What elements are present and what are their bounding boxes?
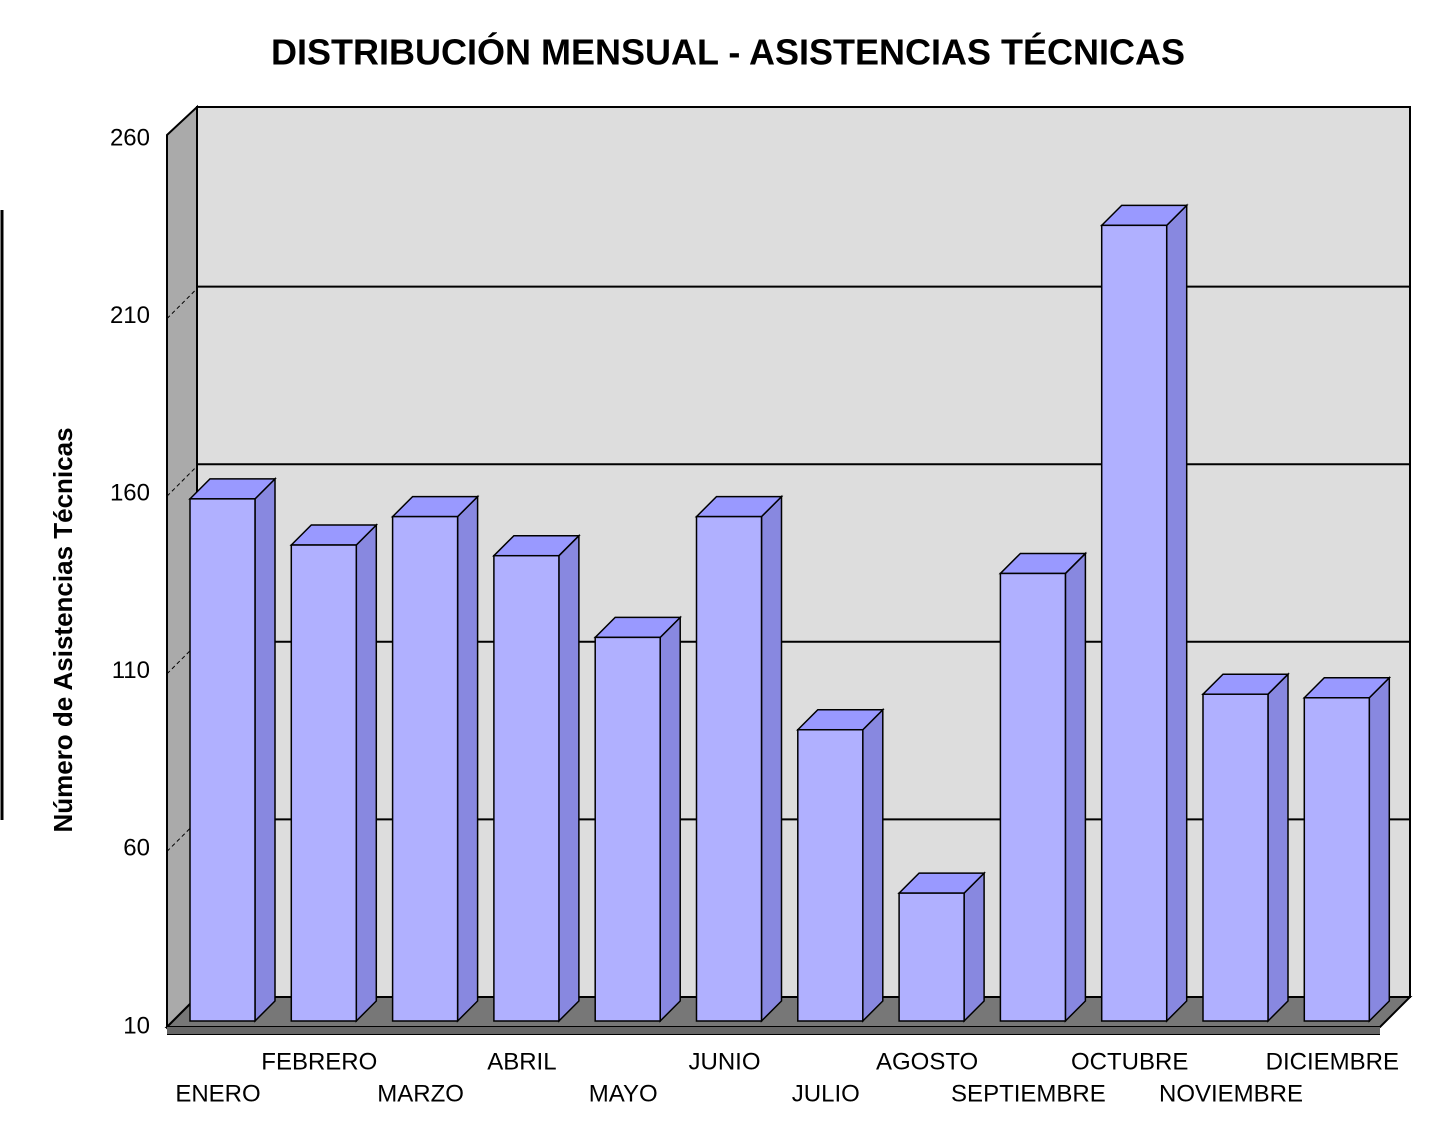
x-tick-label: NOVIEMBRE bbox=[1159, 1080, 1303, 1107]
bar bbox=[493, 554, 560, 1022]
bar-side bbox=[1064, 551, 1087, 1023]
bar bbox=[695, 515, 763, 1022]
x-tick-label: FEBRERO bbox=[261, 1048, 377, 1075]
bar-side bbox=[254, 477, 276, 1023]
bar bbox=[189, 498, 256, 1022]
bar bbox=[391, 515, 459, 1022]
bar-side bbox=[963, 871, 985, 1023]
bar-side bbox=[456, 494, 479, 1023]
y-tick-label: 260 bbox=[110, 124, 150, 151]
bar bbox=[594, 636, 661, 1022]
x-tick-label: OCTUBRE bbox=[1071, 1048, 1188, 1075]
x-tick-label: JULIO bbox=[792, 1080, 860, 1107]
x-tick-label: ENERO bbox=[175, 1080, 260, 1107]
bar-side bbox=[760, 494, 783, 1023]
y-tick-label: 210 bbox=[110, 302, 150, 329]
x-tick-label: AGOSTO bbox=[876, 1048, 978, 1075]
bar bbox=[999, 572, 1067, 1022]
bar bbox=[898, 892, 965, 1022]
x-tick-label: DICIEMBRE bbox=[1266, 1048, 1399, 1075]
x-tick-label: MAYO bbox=[589, 1080, 658, 1107]
y-tick-label: 110 bbox=[112, 657, 150, 684]
bar bbox=[797, 728, 864, 1022]
bar-side bbox=[1368, 675, 1391, 1023]
y-axis-title: Número de Asistencias Técnicas bbox=[48, 427, 78, 832]
bar-side bbox=[558, 533, 580, 1023]
y-tick-label: 60 bbox=[123, 835, 150, 862]
floor-edge bbox=[167, 1027, 1380, 1034]
x-tick-label: SEPTIEMBRE bbox=[951, 1080, 1106, 1107]
x-tick-label: JUNIO bbox=[689, 1048, 761, 1075]
y-tick-label: 10 bbox=[123, 1012, 150, 1039]
grid-tick bbox=[166, 288, 198, 319]
x-tick-label: MARZO bbox=[377, 1080, 464, 1107]
chart-title: DISTRIBUCIÓN MENSUAL - ASISTENCIAS TÉCNI… bbox=[271, 31, 1185, 73]
bar-side bbox=[659, 615, 681, 1023]
bar bbox=[1303, 697, 1371, 1022]
bar-side bbox=[355, 523, 378, 1023]
bar bbox=[1202, 693, 1269, 1022]
bar-side bbox=[862, 707, 884, 1023]
bar bbox=[290, 544, 358, 1022]
bar bbox=[1100, 224, 1168, 1022]
bar-side bbox=[1165, 203, 1188, 1023]
x-tick-label: ABRIL bbox=[487, 1048, 556, 1075]
grid-tick bbox=[166, 465, 198, 497]
bar-side bbox=[1267, 672, 1289, 1023]
y-tick-label: 160 bbox=[110, 480, 150, 507]
